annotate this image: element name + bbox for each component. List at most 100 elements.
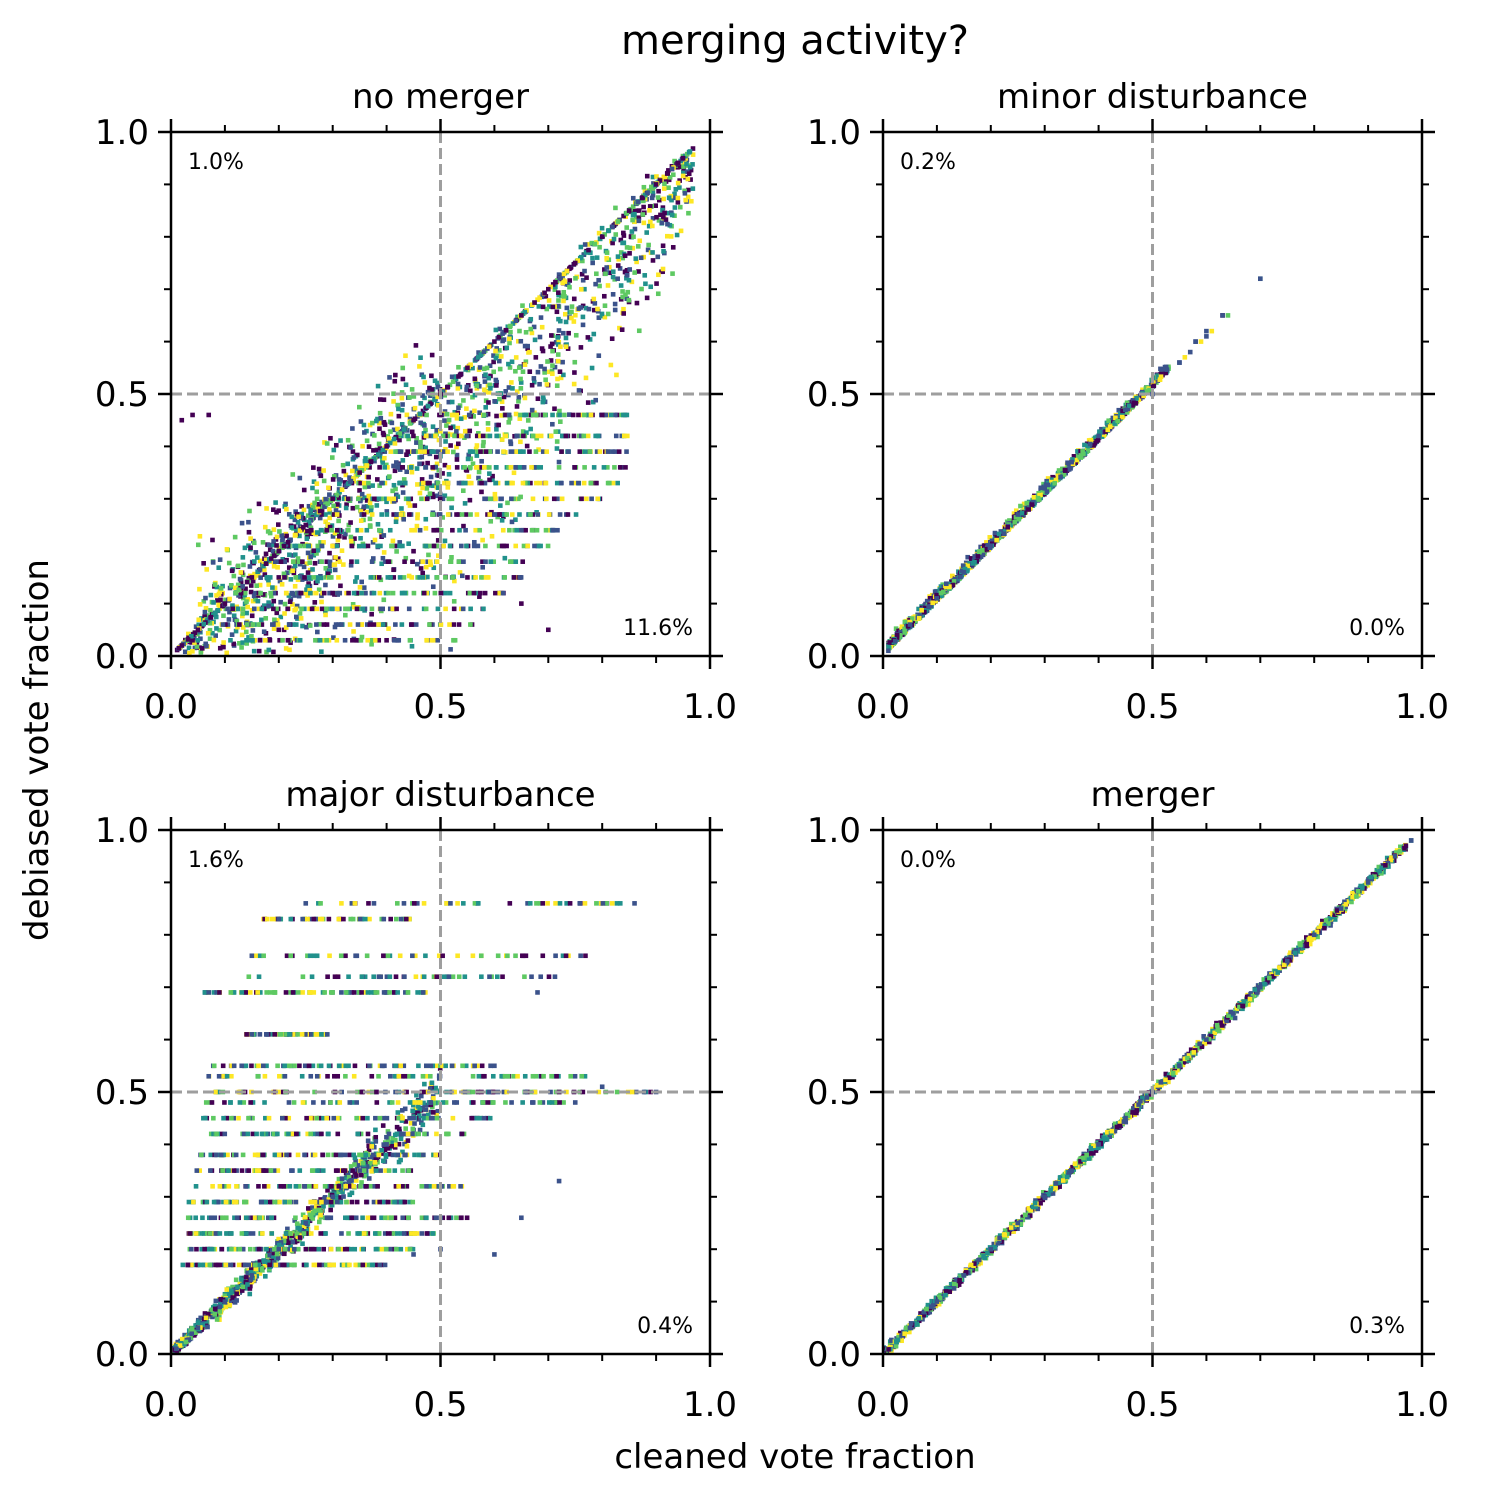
cloud-point: [362, 484, 368, 490]
cloud-point: [294, 543, 300, 549]
cloud-point: [445, 480, 451, 486]
data-point: [465, 575, 470, 580]
cloud-point: [576, 388, 582, 393]
cloud-point: [681, 164, 686, 169]
cloud-point: [401, 516, 407, 522]
cloud-point: [417, 575, 423, 580]
cloud-point: [376, 441, 382, 447]
cloud-point: [527, 369, 533, 374]
cloud-point: [355, 590, 361, 596]
cloud-point: [561, 289, 567, 295]
cloud-point: [503, 433, 509, 439]
cloud-point: [677, 204, 683, 210]
cloud-point: [238, 580, 244, 586]
data-point: [934, 596, 940, 601]
cloud-point: [345, 461, 351, 467]
cloud-point: [493, 480, 499, 486]
cloud-point: [354, 637, 360, 643]
cloud-point: [259, 617, 264, 623]
cloud-point: [318, 1197, 323, 1202]
cloud-point: [392, 378, 398, 384]
cloud-point: [1163, 370, 1168, 375]
cloud-point: [669, 166, 675, 172]
cloud-point: [385, 1129, 391, 1134]
cloud-point: [331, 447, 337, 453]
cloud-point: [270, 585, 275, 590]
cloud-point: [662, 210, 667, 216]
cloud-point: [204, 567, 210, 572]
cloud-point: [475, 449, 480, 454]
cloud-point: [561, 271, 567, 277]
cloud-point: [500, 527, 506, 533]
cloud-point: [391, 496, 397, 502]
cloud-point: [451, 599, 457, 604]
cloud-point: [980, 548, 985, 553]
cloud-point: [286, 512, 292, 517]
cloud-point: [506, 412, 512, 418]
cloud-point: [321, 622, 327, 627]
cloud-point: [534, 412, 539, 418]
cloud-point: [331, 503, 336, 509]
cloud-point: [362, 1173, 367, 1179]
cloud-point: [562, 279, 568, 284]
cloud-point: [357, 585, 363, 590]
cloud-point: [231, 1291, 236, 1296]
cloud-point: [627, 251, 632, 256]
cloud-point: [559, 293, 564, 299]
cloud-point: [612, 465, 617, 470]
cloud-point: [381, 533, 387, 538]
cloud-point: [399, 590, 405, 596]
cloud-point: [389, 420, 395, 426]
cloud-point: [307, 588, 313, 593]
cloud-point: [949, 579, 954, 584]
cloud-point: [509, 359, 515, 365]
cloud-point: [517, 416, 523, 421]
cloud-point: [522, 362, 528, 367]
cloud-point: [675, 161, 680, 166]
cloud-point: [445, 433, 451, 439]
cloud-point: [603, 412, 609, 418]
cloud-point: [438, 527, 444, 533]
cloud-point: [333, 555, 338, 560]
cloud-point: [367, 465, 372, 470]
cloud-point: [433, 493, 439, 499]
cloud-point: [297, 475, 303, 481]
cloud-point: [257, 558, 263, 564]
cloud-point: [429, 387, 435, 392]
cloud-point: [317, 1219, 322, 1225]
cloud-point: [354, 606, 360, 612]
cloud-point: [350, 505, 356, 511]
cloud-point: [580, 258, 585, 264]
cloud-point: [563, 344, 569, 350]
cloud-point: [400, 1149, 405, 1155]
x-tick-label: 0.5: [413, 687, 467, 727]
cloud-point: [1144, 389, 1150, 394]
cloud-point: [1053, 477, 1059, 483]
cloud-point: [508, 439, 513, 444]
cloud-point: [632, 226, 638, 232]
cloud-point: [371, 622, 377, 627]
cloud-point: [641, 198, 646, 204]
cloud-point: [407, 395, 412, 400]
cloud-point: [309, 606, 315, 612]
cloud-point: [318, 1209, 323, 1215]
cloud-point: [387, 474, 392, 479]
cloud-point: [243, 586, 248, 592]
cloud-point: [994, 535, 1000, 540]
cloud-point: [486, 390, 492, 395]
cloud-point: [523, 412, 528, 418]
cloud-point: [286, 1240, 291, 1246]
cloud-point: [242, 590, 248, 596]
cloud-point: [197, 645, 202, 650]
cloud-point: [390, 590, 396, 596]
cloud-point: [550, 304, 556, 310]
cloud-point: [399, 465, 405, 470]
cloud-point: [538, 543, 543, 549]
cloud-point: [380, 555, 386, 561]
cloud-point: [556, 316, 561, 322]
cloud-point: [307, 560, 313, 565]
cloud-point: [393, 372, 398, 378]
cloud-point: [326, 485, 331, 491]
cloud-point: [376, 622, 381, 627]
cloud-point: [413, 1106, 419, 1112]
